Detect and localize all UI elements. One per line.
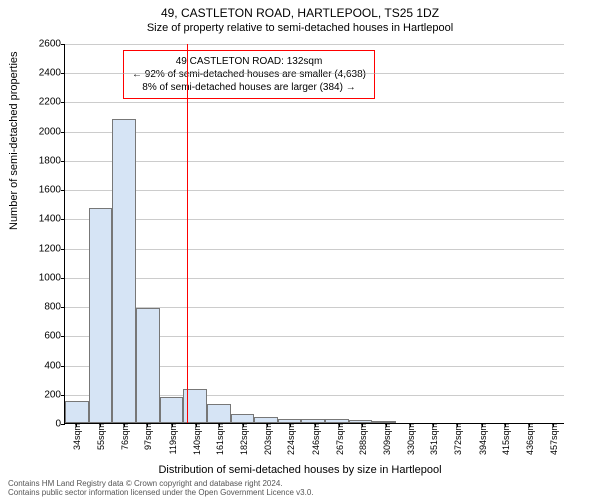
- y-tick-label: 1400: [25, 214, 65, 225]
- x-tick-label: 140sqm: [190, 423, 202, 455]
- histogram-bar: [136, 308, 160, 423]
- x-tick-label: 76sqm: [118, 423, 130, 450]
- grid-line: [65, 219, 564, 220]
- x-tick-label: 182sqm: [237, 423, 249, 455]
- x-tick-label: 161sqm: [213, 423, 225, 455]
- x-tick-label: 97sqm: [141, 423, 153, 450]
- x-tick-label: 330sqm: [404, 423, 416, 455]
- x-tick-label: 415sqm: [499, 423, 511, 455]
- annotation-box: 49 CASTLETON ROAD: 132sqm ← 92% of semi-…: [123, 50, 375, 99]
- x-tick-label: 457sqm: [547, 423, 559, 455]
- x-tick-label: 309sqm: [380, 423, 392, 455]
- x-tick-label: 372sqm: [451, 423, 463, 455]
- y-tick-label: 2000: [25, 126, 65, 137]
- footer-attribution: Contains HM Land Registry data © Crown c…: [8, 479, 314, 498]
- y-tick-label: 1200: [25, 243, 65, 254]
- x-tick-label: 394sqm: [476, 423, 488, 455]
- marker-line: [187, 44, 188, 423]
- y-tick-label: 2600: [25, 39, 65, 50]
- x-tick-label: 34sqm: [70, 423, 82, 450]
- x-tick-label: 288sqm: [356, 423, 368, 455]
- y-tick-label: 0: [25, 419, 65, 430]
- y-tick-label: 800: [25, 302, 65, 313]
- grid-line: [65, 190, 564, 191]
- grid-line: [65, 161, 564, 162]
- y-tick-label: 200: [25, 389, 65, 400]
- y-tick-label: 2200: [25, 97, 65, 108]
- histogram-bar: [65, 401, 89, 423]
- y-tick-label: 600: [25, 331, 65, 342]
- plot-area: 49 CASTLETON ROAD: 132sqm ← 92% of semi-…: [64, 44, 564, 424]
- grid-line: [65, 249, 564, 250]
- x-tick-label: 246sqm: [309, 423, 321, 455]
- footer-line2: Contains public sector information licen…: [8, 488, 314, 498]
- y-tick-label: 2400: [25, 68, 65, 79]
- y-tick-label: 1000: [25, 272, 65, 283]
- grid-line: [65, 102, 564, 103]
- grid-line: [65, 132, 564, 133]
- x-tick-label: 203sqm: [261, 423, 273, 455]
- x-tick-label: 436sqm: [523, 423, 535, 455]
- x-tick-label: 351sqm: [427, 423, 439, 455]
- grid-line: [65, 73, 564, 74]
- x-tick-label: 55sqm: [94, 423, 106, 450]
- y-tick-label: 1600: [25, 185, 65, 196]
- histogram-bar: [89, 208, 113, 423]
- y-tick-label: 400: [25, 360, 65, 371]
- annotation-line2: ← 92% of semi-detached houses are smalle…: [132, 68, 366, 81]
- x-axis-label: Distribution of semi-detached houses by …: [0, 464, 600, 476]
- annotation-line1: 49 CASTLETON ROAD: 132sqm: [132, 55, 366, 68]
- grid-line: [65, 44, 564, 45]
- y-tick-label: 1800: [25, 155, 65, 166]
- footer-line1: Contains HM Land Registry data © Crown c…: [8, 479, 314, 489]
- grid-line: [65, 278, 564, 279]
- annotation-line3: 8% of semi-detached houses are larger (3…: [132, 81, 366, 94]
- y-axis-label: Number of semi-detached properties: [8, 51, 20, 230]
- x-tick-label: 267sqm: [333, 423, 345, 455]
- histogram-bar: [207, 404, 231, 423]
- histogram-bar: [112, 119, 136, 423]
- x-tick-label: 224sqm: [284, 423, 296, 455]
- chart-title-sub: Size of property relative to semi-detach…: [0, 20, 600, 34]
- histogram-bar: [160, 397, 184, 423]
- chart-title-main: 49, CASTLETON ROAD, HARTLEPOOL, TS25 1DZ: [0, 0, 600, 20]
- histogram-bar: [231, 414, 255, 423]
- x-tick-label: 119sqm: [166, 423, 178, 454]
